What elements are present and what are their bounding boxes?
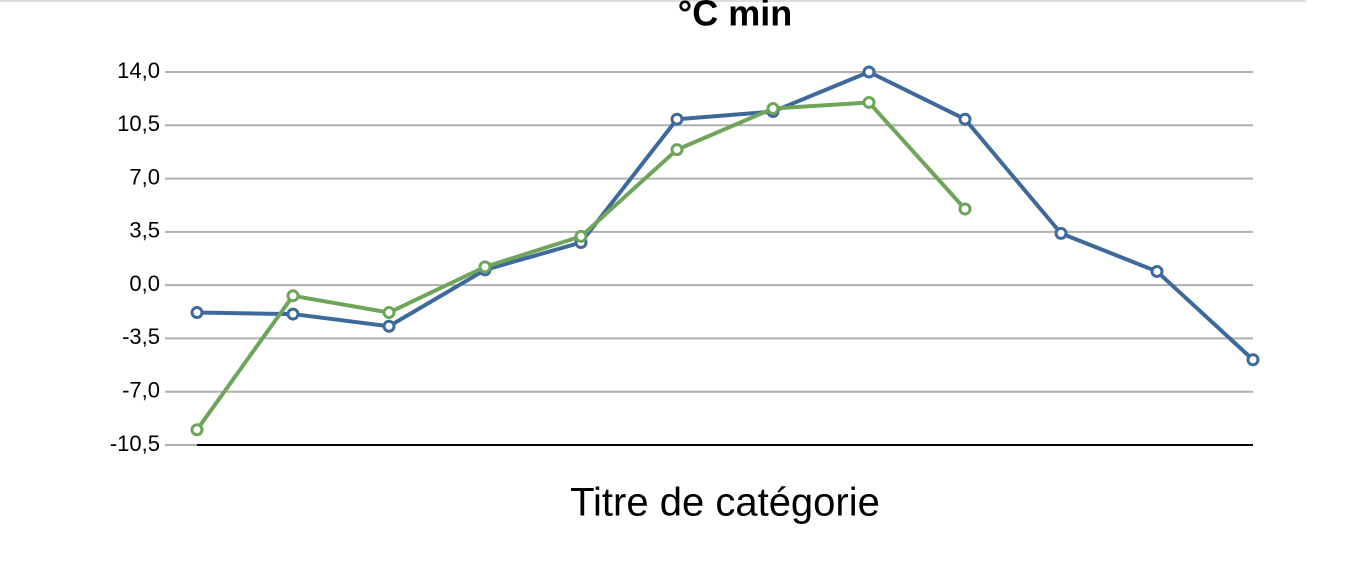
point — [670, 112, 684, 126]
y-tick-label: 14,0 — [117, 58, 160, 83]
point — [862, 95, 876, 109]
y-tick-label: -3,5 — [122, 324, 160, 349]
x-axis-title: Titre de catégorie — [570, 481, 880, 525]
chart-title: °C min — [678, 0, 792, 34]
point — [670, 143, 684, 157]
y-tick-label: 3,5 — [129, 218, 160, 243]
point — [958, 112, 972, 126]
point — [574, 229, 588, 243]
y-tick-label: 7,0 — [129, 164, 160, 189]
point — [1150, 264, 1164, 278]
y-tick-label: 10,5 — [117, 111, 160, 136]
point — [1054, 226, 1068, 240]
series-line — [196, 70, 1255, 362]
point — [190, 306, 204, 320]
y-tick-label: 0,0 — [129, 271, 160, 296]
y-tick-label: -10,5 — [110, 431, 160, 456]
point — [958, 202, 972, 216]
point — [286, 307, 300, 321]
point — [382, 306, 396, 320]
point — [862, 65, 876, 79]
point — [190, 423, 204, 437]
y-tick-label: -7,0 — [122, 378, 160, 403]
point — [766, 102, 780, 116]
point — [478, 260, 492, 274]
series-line — [195, 100, 967, 431]
point — [382, 319, 396, 333]
point — [286, 289, 300, 303]
point — [1246, 353, 1260, 367]
